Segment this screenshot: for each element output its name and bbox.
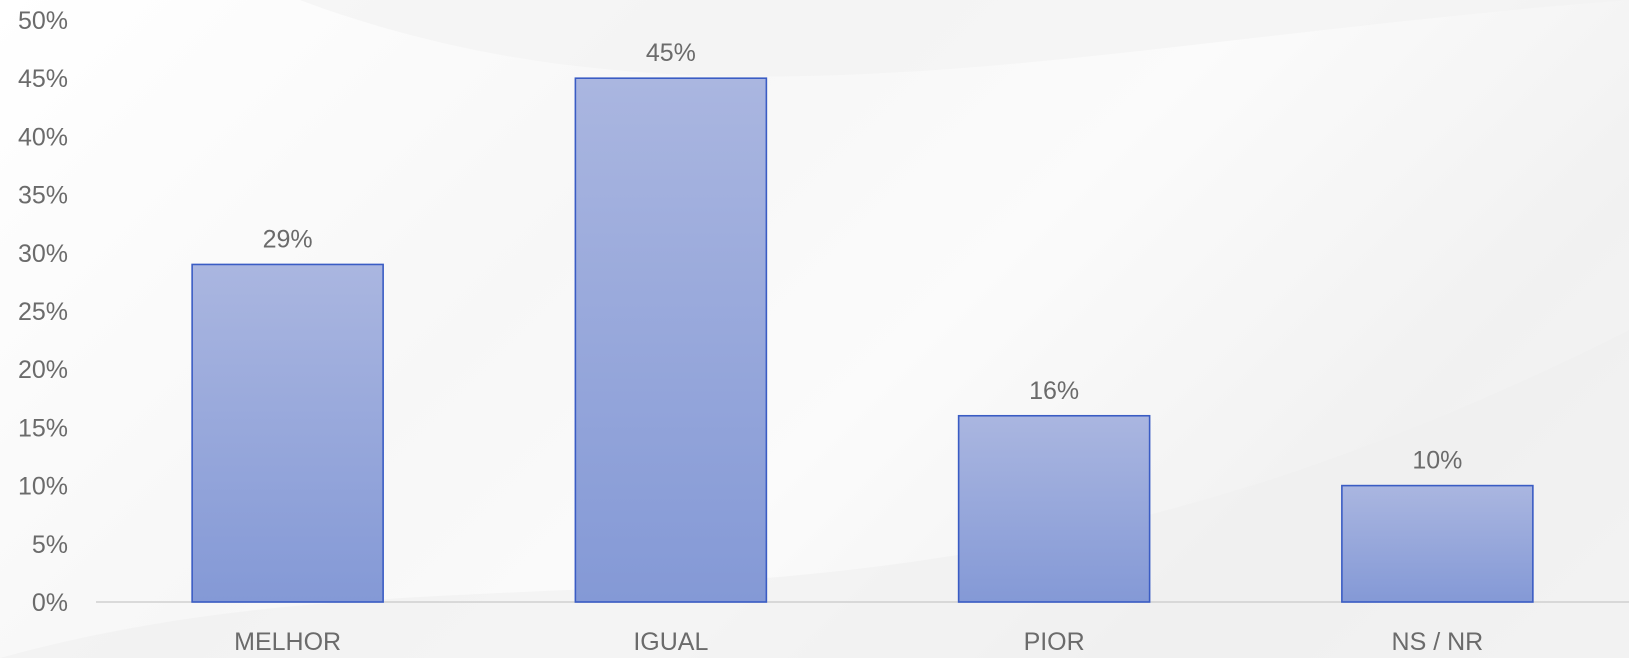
- y-tick-label: 40%: [18, 123, 68, 151]
- data-labels-group: 29% 45% 16% 10%: [263, 39, 1463, 474]
- category-label: IGUAL: [633, 628, 708, 656]
- y-tick-label: 25%: [18, 298, 68, 326]
- y-tick-label: 20%: [18, 356, 68, 384]
- data-label: 16%: [1029, 377, 1079, 405]
- category-label: NS / NR: [1392, 628, 1484, 656]
- y-tick-label: 35%: [18, 182, 68, 210]
- y-tick-label: 0%: [32, 589, 68, 617]
- bar-ns-nr: [1341, 484, 1534, 603]
- y-tick-label: 10%: [18, 473, 68, 501]
- y-tick-label: 30%: [18, 240, 68, 268]
- y-tick-label: 15%: [18, 414, 68, 442]
- bars-group: [191, 77, 1534, 603]
- category-labels-group: MELHOR IGUAL PIOR NS / NR: [234, 628, 1483, 656]
- y-tick-label: 45%: [18, 65, 68, 93]
- category-label: MELHOR: [234, 628, 341, 656]
- y-tick-label: 50%: [18, 7, 68, 35]
- y-axis-ticks: 0% 5% 10% 15% 20% 25% 30% 35% 40% 45% 50%: [18, 7, 68, 617]
- y-tick-label: 5%: [32, 531, 68, 559]
- category-label: PIOR: [1024, 628, 1085, 656]
- data-label: 29%: [263, 225, 313, 253]
- bar-igual: [574, 77, 768, 603]
- bar-melhor: [191, 263, 384, 603]
- data-label: 10%: [1412, 447, 1462, 475]
- bar-pior: [957, 414, 1151, 603]
- data-label: 45%: [646, 39, 696, 67]
